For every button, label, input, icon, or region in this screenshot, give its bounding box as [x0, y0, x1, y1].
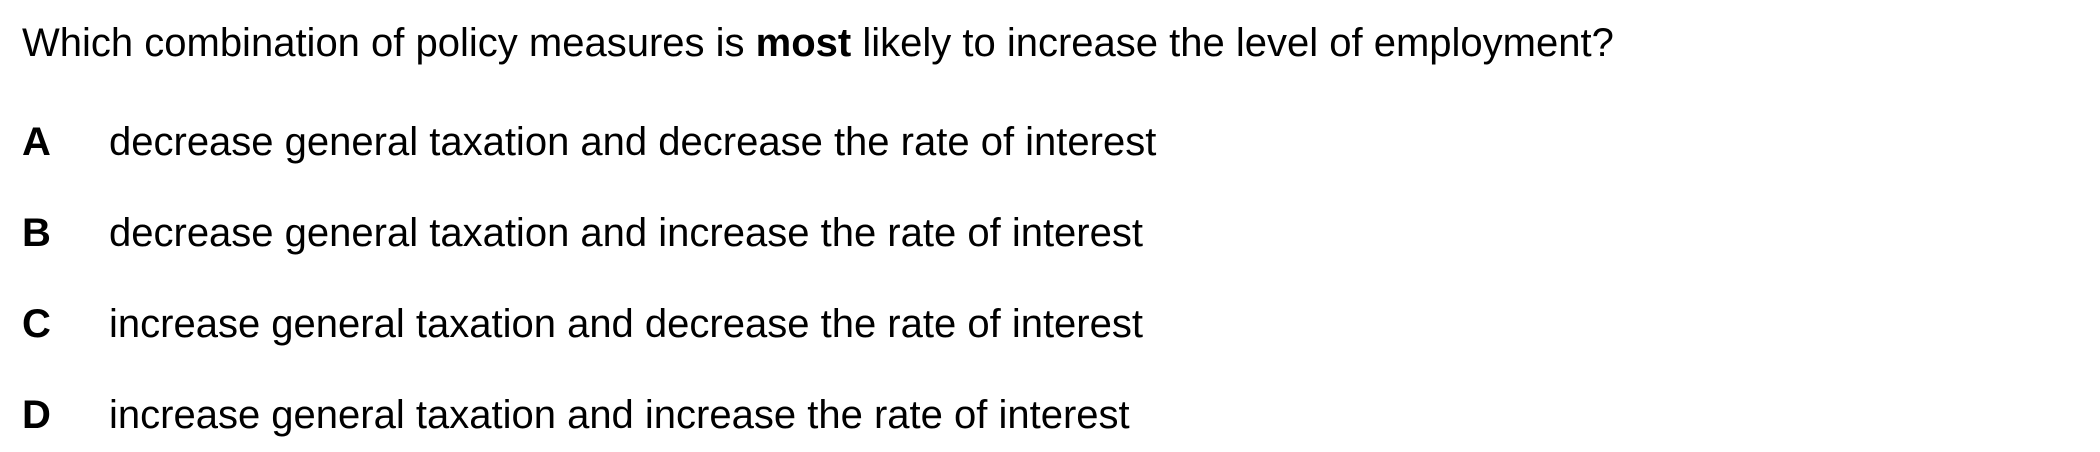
option-text: increase general taxation and decrease t… [109, 302, 1143, 346]
option-text: decrease general taxation and increase t… [109, 211, 1143, 255]
question-text: Which combination of policy measures is … [22, 18, 1614, 68]
option-letter: B [22, 211, 51, 255]
option-letter: D [22, 393, 51, 437]
option-letter: C [22, 302, 51, 346]
question-emphasis: most [755, 21, 852, 65]
question-text-end: likely to increase the level of employme… [851, 21, 1614, 65]
option-letter: A [22, 120, 51, 164]
question-text-start: Which combination of policy measures is [22, 21, 756, 65]
option-text: increase general taxation and increase t… [109, 393, 1130, 437]
option-text: decrease general taxation and decrease t… [109, 120, 1157, 164]
